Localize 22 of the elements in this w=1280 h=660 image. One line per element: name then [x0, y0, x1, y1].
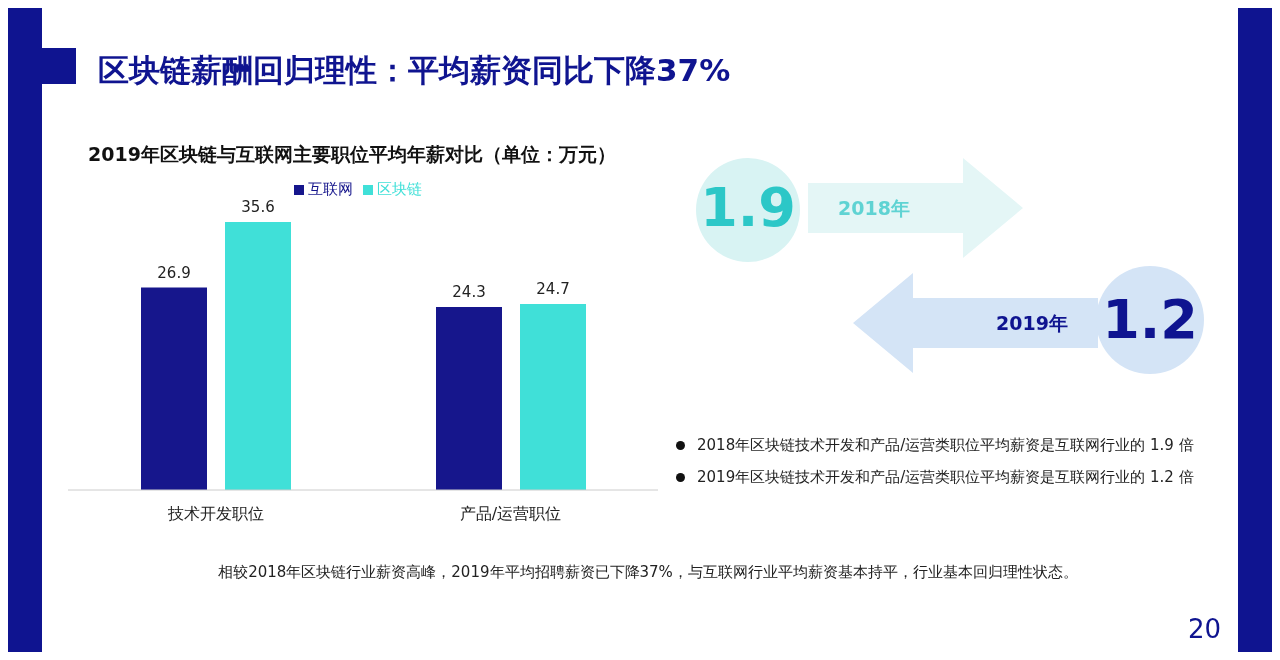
bar	[225, 222, 291, 490]
data-label: 26.9	[157, 263, 191, 282]
text: 20	[1188, 614, 1222, 644]
text: 2019年区块链技术开发和产品/运营类职位平均薪资是互联网行业的 1.2 倍	[697, 468, 1194, 487]
text: 2019年	[996, 311, 1068, 336]
text: 相较2018年区块链行业薪资高峰，2019年平均招聘薪资已下降37%，与互联网行业平均薪资基本持平，行业基本回归理性状态。	[217, 563, 1079, 582]
chart-subtitle: 2019年区块链与互联网主要职位平均年薪对比（单位：万元）	[88, 142, 616, 167]
text: 1.2	[1101, 288, 1199, 351]
text: 1.9	[699, 176, 797, 239]
x-tick-label: 技术开发职位	[166, 504, 264, 524]
legend-label: 互联网	[308, 180, 353, 198]
x-tick-label: 产品/运营职位	[459, 504, 562, 524]
data-label: 35.6	[241, 198, 275, 217]
chart-title: 区块链薪酬回归理性：平均薪资同比下降37%	[98, 51, 731, 90]
data-label: 24.3	[452, 283, 486, 302]
text: 2018年区块链技术开发和产品/运营类职位平均薪资是互联网行业的 1.9 倍	[697, 436, 1194, 455]
bar	[520, 304, 586, 490]
bar	[141, 287, 207, 490]
legend-label: 区块链	[377, 180, 422, 198]
data-label: 24.7	[536, 280, 570, 299]
text: 2018年	[838, 196, 910, 221]
bar	[436, 307, 502, 490]
